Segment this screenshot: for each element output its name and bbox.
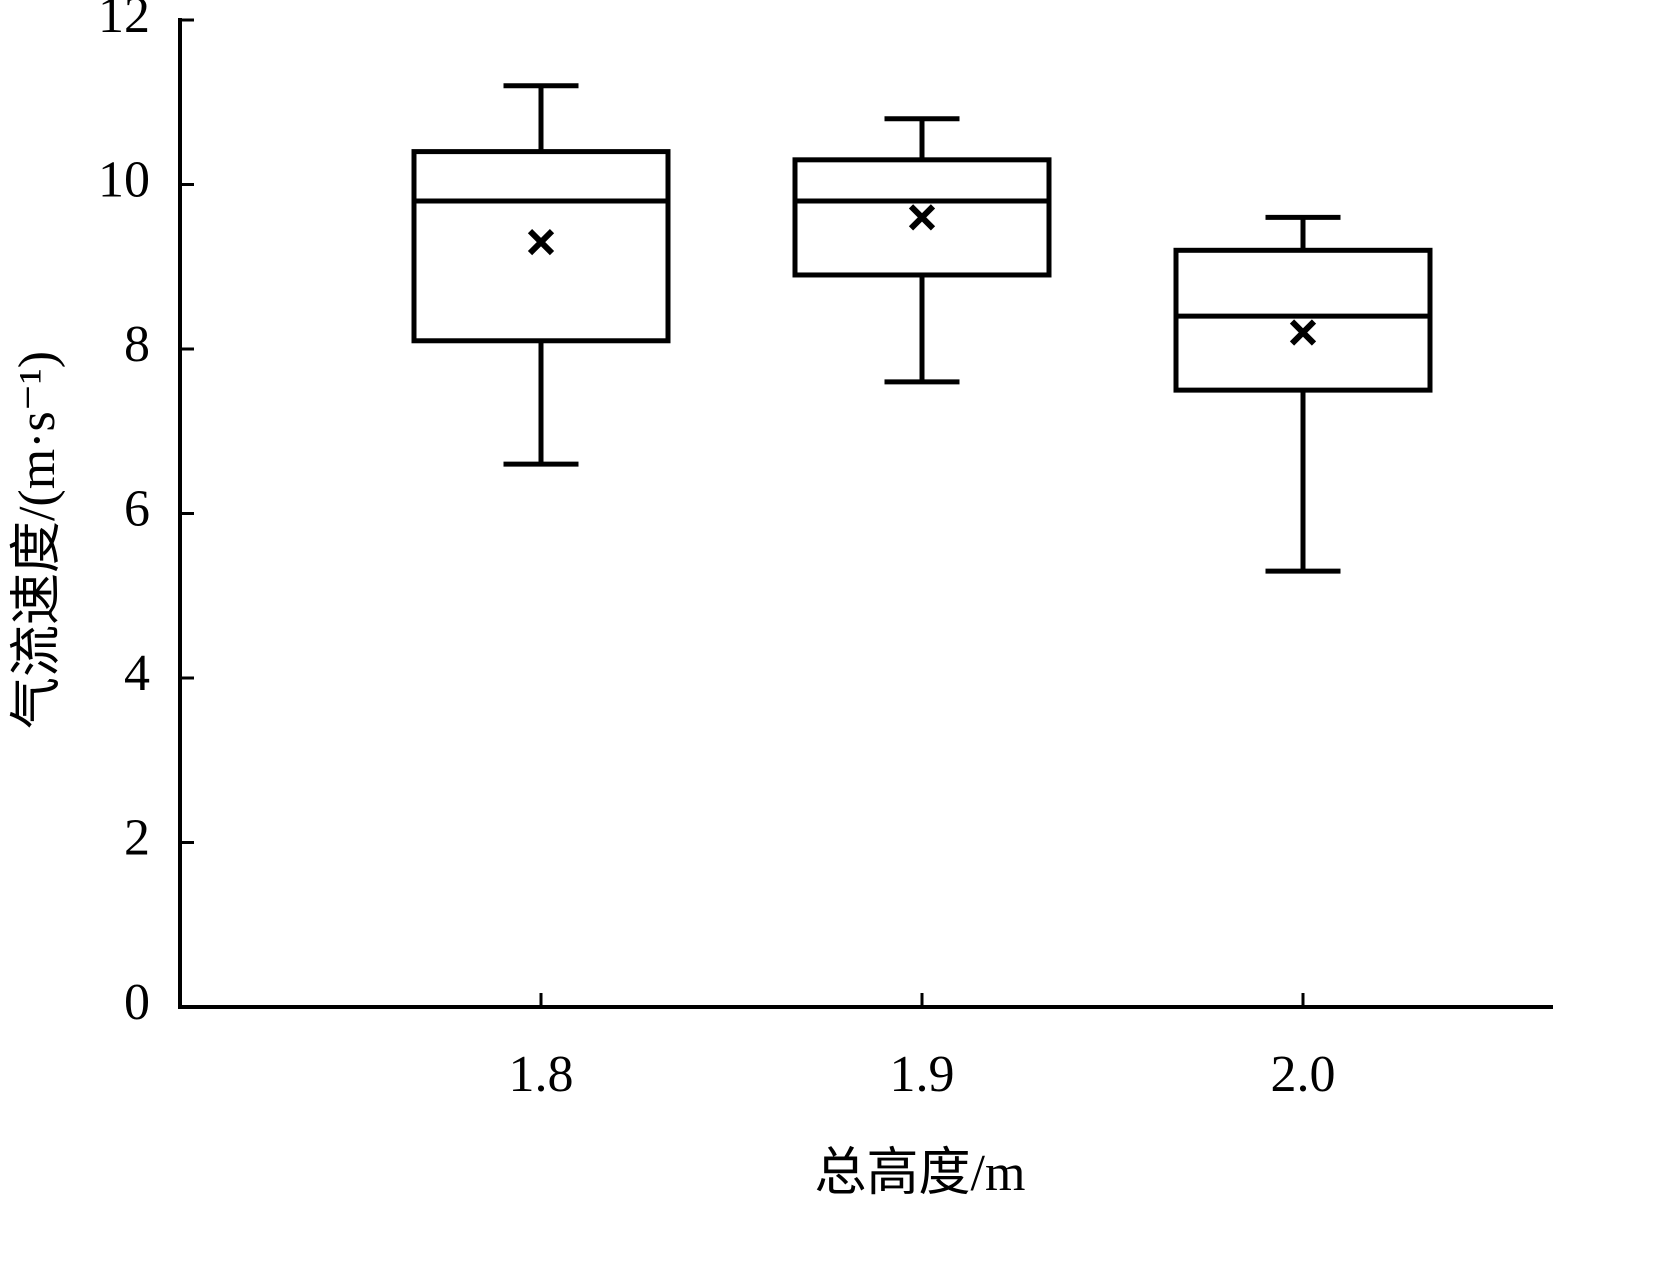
x-axis-title: 总高度/m [815, 1145, 1026, 1202]
mean-marker [908, 204, 936, 231]
y-tick-label: 6 [124, 480, 150, 537]
y-tick-label: 12 [98, 0, 150, 44]
y-tick-label: 2 [124, 809, 150, 866]
x-tick-label: 1.8 [509, 1046, 574, 1103]
box [1173, 247, 1433, 393]
box [411, 149, 671, 344]
box [792, 157, 1052, 278]
mean-marker [527, 228, 555, 256]
mean-marker [1289, 319, 1317, 346]
y-tick-label: 10 [98, 151, 150, 208]
x-tick-label: 1.9 [890, 1046, 955, 1103]
y-tick-label: 8 [124, 316, 150, 373]
y-axis-title: 气流速度/(m·s⁻¹) [9, 351, 66, 729]
x-tick-label: 2.0 [1271, 1046, 1336, 1103]
y-tick-label: 0 [124, 974, 150, 1031]
y-tick-label: 4 [124, 645, 150, 702]
